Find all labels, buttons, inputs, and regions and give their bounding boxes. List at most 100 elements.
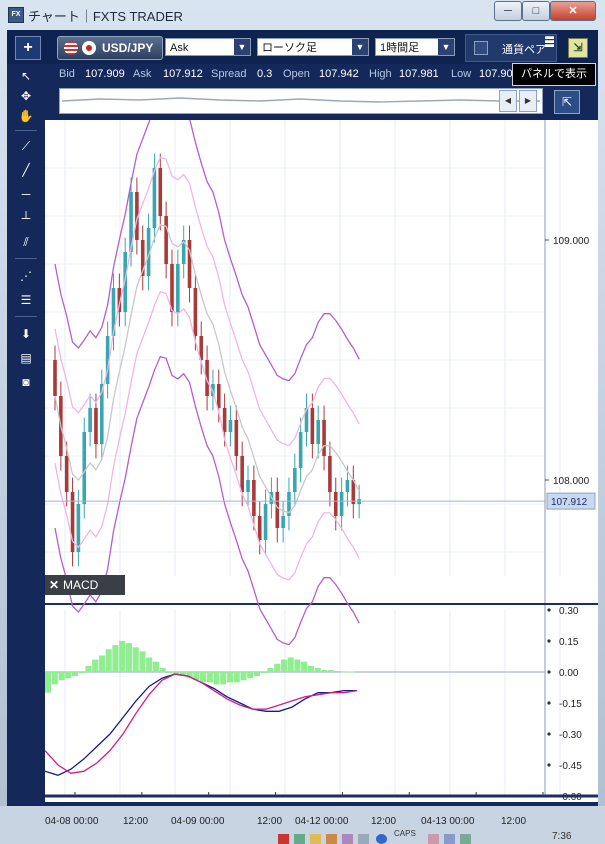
macd-histogram-bar xyxy=(132,647,139,672)
macd-histogram-bar xyxy=(301,661,308,672)
price-type-select[interactable]: Ask ▼ xyxy=(165,38,251,56)
tray-app-icon[interactable] xyxy=(278,834,289,844)
dock-icon[interactable]: ⇲ xyxy=(568,38,588,58)
candle-body xyxy=(345,480,350,492)
parallel-lines-icon[interactable]: ⫽ xyxy=(23,235,29,249)
scroll-right-button[interactable]: ▶ xyxy=(519,90,537,112)
tray-volume-icon[interactable] xyxy=(460,834,471,844)
candle-body xyxy=(170,264,174,312)
macd-panel-tab[interactable]: ✕ MACD xyxy=(45,575,125,595)
bid-label: Bid xyxy=(59,68,75,80)
timeframe-select[interactable]: 1時間足 ▼ xyxy=(375,38,455,56)
candle-body xyxy=(216,384,221,408)
macd-tick-label: -0.30 xyxy=(559,730,582,741)
tray-ime-icon[interactable] xyxy=(358,834,369,844)
macd-histogram-bar xyxy=(280,659,288,672)
tray-monitor-icon[interactable] xyxy=(444,834,455,844)
candle-body xyxy=(164,216,168,264)
chart-type-select[interactable]: ローソク足 ▼ xyxy=(257,38,369,56)
macd-histogram-bar xyxy=(220,672,227,685)
candle-body xyxy=(351,480,356,504)
ask-label: Ask xyxy=(133,68,152,80)
vertical-line-icon[interactable]: ┴ xyxy=(21,211,31,225)
horizontal-line-icon[interactable]: ─ xyxy=(21,187,31,201)
macd-histogram-bar xyxy=(341,671,348,673)
macd-tick-label: -0.15 xyxy=(559,699,582,710)
macd-histogram-bar xyxy=(260,672,267,673)
close-icon[interactable]: ✕ xyxy=(48,578,60,592)
expand-icon[interactable]: ⇱ xyxy=(554,90,580,114)
maximize-button[interactable]: □ xyxy=(522,1,550,21)
y-tick-label: 109.000 xyxy=(553,236,590,247)
macd-histogram-bar xyxy=(119,641,126,672)
candle-body xyxy=(105,336,110,384)
tray-usb-icon[interactable] xyxy=(428,834,439,844)
time-label: 12:00 xyxy=(123,816,149,827)
price-type-value: Ask xyxy=(170,42,189,54)
title-bar: FX チャート｜FXTS TRADER ─ □ ✕ xyxy=(0,0,605,28)
macd-histogram-bar xyxy=(45,672,52,693)
currency-pair-panel[interactable]: 通貨ペア xyxy=(465,34,557,62)
candle-body xyxy=(53,360,57,396)
tray-folder-icon[interactable] xyxy=(326,834,337,844)
line-icon[interactable]: ╱ xyxy=(22,163,30,177)
time-label: 04-09 00:00 xyxy=(171,816,225,827)
macd-histogram-bar xyxy=(274,663,281,672)
close-button[interactable]: ✕ xyxy=(550,1,596,21)
download-icon[interactable]: ⬇ xyxy=(20,327,32,341)
candle-body xyxy=(64,456,69,492)
hand-icon[interactable]: ✋ xyxy=(18,109,34,123)
crosshair-icon[interactable]: ✥ xyxy=(20,89,32,103)
macd-histogram-bar xyxy=(166,672,173,673)
macd-histogram-bar xyxy=(85,665,92,672)
candle-body xyxy=(99,384,104,444)
candle-body xyxy=(111,288,116,336)
candle-body xyxy=(76,504,81,552)
jp-flag-icon xyxy=(82,41,96,55)
macd-histogram-bar xyxy=(112,645,119,672)
tray-pen-icon[interactable] xyxy=(310,834,321,844)
minimize-button[interactable]: ─ xyxy=(494,1,522,21)
tray-help-icon[interactable] xyxy=(376,834,387,844)
candle-body xyxy=(187,240,192,288)
add-chart-button[interactable]: + xyxy=(15,36,41,60)
tray-network-icon[interactable] xyxy=(294,834,305,844)
fibonacci-fan-icon[interactable]: ⋰ xyxy=(20,269,32,283)
timeframe-value: 1時間足 xyxy=(380,42,420,54)
app-icon: FX xyxy=(8,7,24,23)
time-label: 04-13 00:00 xyxy=(421,816,475,827)
candle-body xyxy=(181,240,186,264)
chart-area[interactable]: 109.000 108.000 107.912 0.30 0.15 0.00 -0.15 -0… xyxy=(45,120,598,802)
chevron-down-icon: ▼ xyxy=(438,39,454,55)
menu-icon[interactable]: ▬ ▬ ▬ xyxy=(545,31,554,49)
candle-body xyxy=(146,228,151,276)
macd-histogram-bar xyxy=(125,643,133,672)
macd-histogram-bar xyxy=(314,667,321,672)
candle-body xyxy=(263,504,268,540)
macd-histogram-bar xyxy=(226,672,234,683)
scroll-left-button[interactable]: ◀ xyxy=(499,90,517,112)
trendline-icon[interactable]: ⟋ xyxy=(21,139,31,153)
symbol-button[interactable]: USD/JPY xyxy=(57,36,163,60)
macd-histogram-bar xyxy=(139,651,146,672)
macd-title: MACD xyxy=(63,578,99,592)
tray-keyboard-icon[interactable] xyxy=(342,834,353,844)
candle-body xyxy=(298,432,303,468)
cursor-icon[interactable]: ↖ xyxy=(20,69,32,83)
window-title: チャート｜FXTS TRADER xyxy=(28,9,183,24)
high-label: High xyxy=(369,68,392,80)
fibonacci-retracement-icon[interactable]: ☰ xyxy=(20,293,32,307)
macd-tick-dot xyxy=(547,732,551,736)
macd-histogram-bar xyxy=(105,649,112,672)
macd-tick-dot xyxy=(547,639,551,643)
macd-histogram-bar xyxy=(159,667,166,672)
list-icon[interactable]: ▤ xyxy=(20,351,32,365)
macd-histogram-bar xyxy=(92,659,99,672)
navigator-strip[interactable] xyxy=(59,88,543,114)
currency-pair-checkbox[interactable] xyxy=(474,41,488,55)
candle-body xyxy=(328,456,332,492)
candle-body xyxy=(135,192,139,240)
camera-icon[interactable]: ◙ xyxy=(22,375,30,389)
symbol-label: USD/JPY xyxy=(102,41,154,55)
